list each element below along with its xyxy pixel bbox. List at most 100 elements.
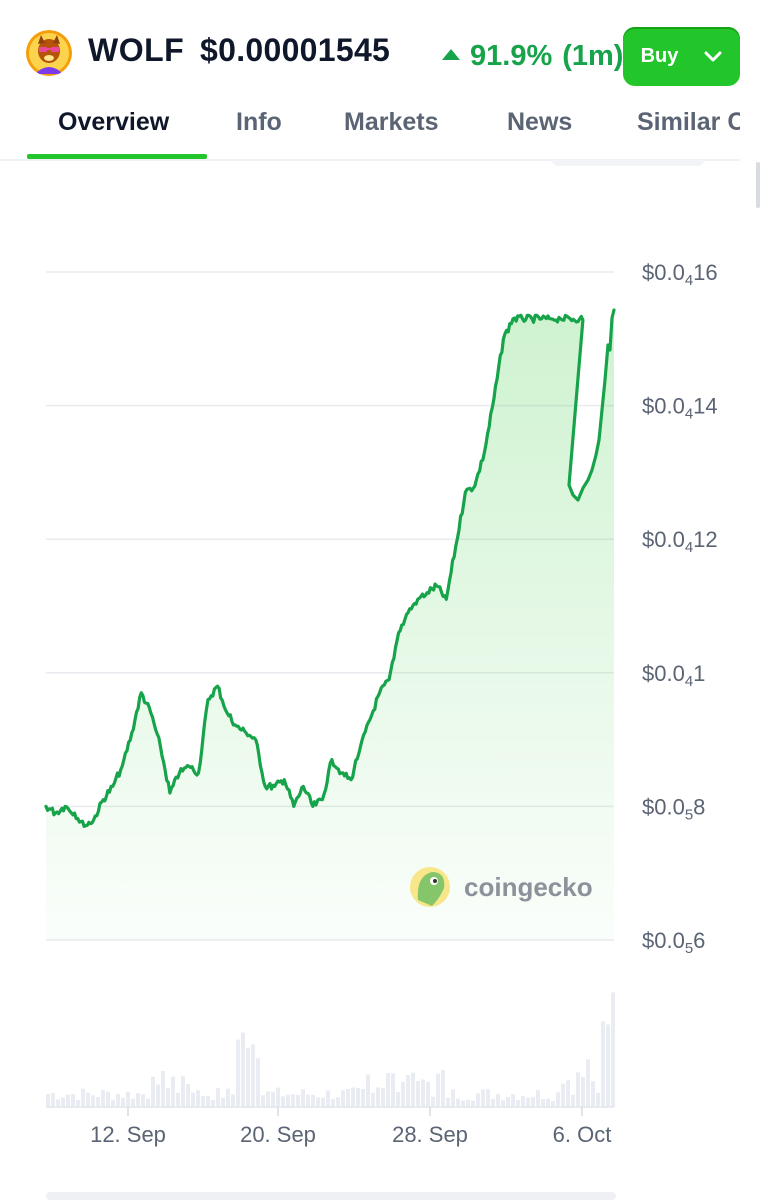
- y-tick-label: $0.0412: [642, 527, 718, 556]
- volume-bar: [516, 1100, 520, 1107]
- volume-bar: [356, 1088, 360, 1107]
- volume-bar: [271, 1091, 275, 1107]
- tab-overview[interactable]: Overview: [58, 108, 170, 136]
- volume-bar: [136, 1093, 140, 1107]
- volume-bar: [396, 1091, 400, 1107]
- volume-bar: [551, 1100, 555, 1107]
- volume-bar: [116, 1094, 120, 1107]
- volume-bar: [426, 1081, 430, 1107]
- volume-bar: [56, 1099, 60, 1107]
- page-scrollbar[interactable]: [756, 162, 760, 208]
- volume-bar: [71, 1093, 75, 1107]
- volume-bar: [386, 1072, 390, 1107]
- volume-bar: [546, 1098, 550, 1107]
- volume-bar: [181, 1076, 185, 1107]
- watermark-text: coingecko: [464, 872, 593, 902]
- tab-pill-shadow: [552, 160, 704, 166]
- buy-button[interactable]: Buy: [623, 27, 740, 86]
- volume-bar: [171, 1076, 175, 1107]
- volume-bar: [211, 1099, 215, 1107]
- price-change: 91.9% (1m): [442, 38, 623, 74]
- volume-bar: [431, 1096, 435, 1107]
- volume-bar: [416, 1081, 420, 1107]
- volume-bar: [286, 1094, 290, 1107]
- volume-bar: [476, 1093, 480, 1107]
- volume-bar: [421, 1079, 425, 1107]
- y-tick-label: $0.041: [642, 661, 705, 690]
- wolf-token-avatar: [26, 30, 72, 76]
- volume-bar: [346, 1088, 350, 1107]
- up-arrow-icon: [442, 48, 460, 60]
- volume-bar: [201, 1096, 205, 1107]
- volume-bar: [261, 1095, 265, 1107]
- volume-bar: [316, 1097, 320, 1107]
- volume-bar: [256, 1058, 260, 1107]
- range-selector-strip[interactable]: [46, 1192, 616, 1200]
- volume-bar: [111, 1099, 115, 1107]
- volume-bar: [611, 992, 615, 1107]
- volume-bar: [166, 1087, 170, 1107]
- volume-bar: [321, 1097, 325, 1107]
- buy-button-label: Buy: [640, 45, 679, 67]
- volume-bar: [496, 1094, 500, 1107]
- volume-bar: [191, 1092, 195, 1107]
- volume-bar: [461, 1100, 465, 1107]
- volume-bar: [596, 1092, 600, 1107]
- y-tick-label: $0.0414: [642, 394, 718, 423]
- coin-symbol: WOLF: [88, 32, 185, 68]
- volume-bar: [371, 1092, 375, 1107]
- volume-bar: [576, 1072, 580, 1107]
- volume-bar: [351, 1087, 355, 1107]
- volume-bar: [441, 1070, 445, 1107]
- volume-bar: [486, 1089, 490, 1107]
- volume-bar: [381, 1088, 385, 1107]
- volume-bar: [606, 1024, 610, 1107]
- y-tick-label: $0.056: [642, 928, 705, 957]
- tabs-divider: [0, 159, 740, 161]
- tab-markets[interactable]: Markets: [344, 108, 439, 136]
- volume-bar: [481, 1089, 485, 1107]
- volume-bar: [296, 1094, 300, 1107]
- volume-bar: [66, 1094, 70, 1107]
- coin-price: $0.00001545: [200, 32, 391, 68]
- volume-bar: [401, 1081, 405, 1107]
- price-change-period: (1m): [562, 39, 624, 72]
- volume-bar: [221, 1097, 225, 1107]
- volume-bar: [311, 1094, 315, 1107]
- chevron-down-icon: [704, 51, 722, 61]
- coingecko-watermark: coingecko: [410, 867, 593, 907]
- price-area-fill: [46, 310, 614, 940]
- volume-bar: [536, 1089, 540, 1107]
- volume-bar: [556, 1092, 560, 1107]
- tab-similar-coins[interactable]: Similar C: [637, 108, 740, 136]
- volume-bar: [466, 1099, 470, 1107]
- volume-bar: [591, 1081, 595, 1107]
- volume-bar: [366, 1074, 370, 1107]
- volume-bar: [246, 1047, 250, 1107]
- volume-bar: [566, 1080, 570, 1107]
- volume-bar: [196, 1090, 200, 1107]
- volume-bar: [46, 1094, 50, 1107]
- volume-bar: [391, 1073, 395, 1107]
- volume-bar: [76, 1099, 80, 1107]
- volume-bar: [141, 1094, 145, 1107]
- volume-bar: [96, 1097, 100, 1107]
- x-tick-label: 12. Sep: [90, 1122, 166, 1147]
- tab-news[interactable]: News: [507, 108, 573, 136]
- volume-bar: [451, 1089, 455, 1107]
- volume-bar: [501, 1100, 505, 1107]
- volume-bar: [521, 1096, 525, 1107]
- volume-bar: [126, 1091, 130, 1107]
- volume-bar: [531, 1096, 535, 1107]
- volume-bar: [176, 1092, 180, 1107]
- volume-bar: [106, 1091, 110, 1107]
- volume-bar: [241, 1032, 245, 1107]
- volume-bar: [376, 1087, 380, 1107]
- volume-bar: [541, 1099, 545, 1107]
- volume-bar: [446, 1097, 450, 1107]
- tab-info[interactable]: Info: [236, 108, 282, 136]
- price-line: [44, 308, 616, 828]
- volume-bar: [306, 1094, 310, 1107]
- volume-bar: [436, 1073, 440, 1107]
- volume-bar: [186, 1084, 190, 1107]
